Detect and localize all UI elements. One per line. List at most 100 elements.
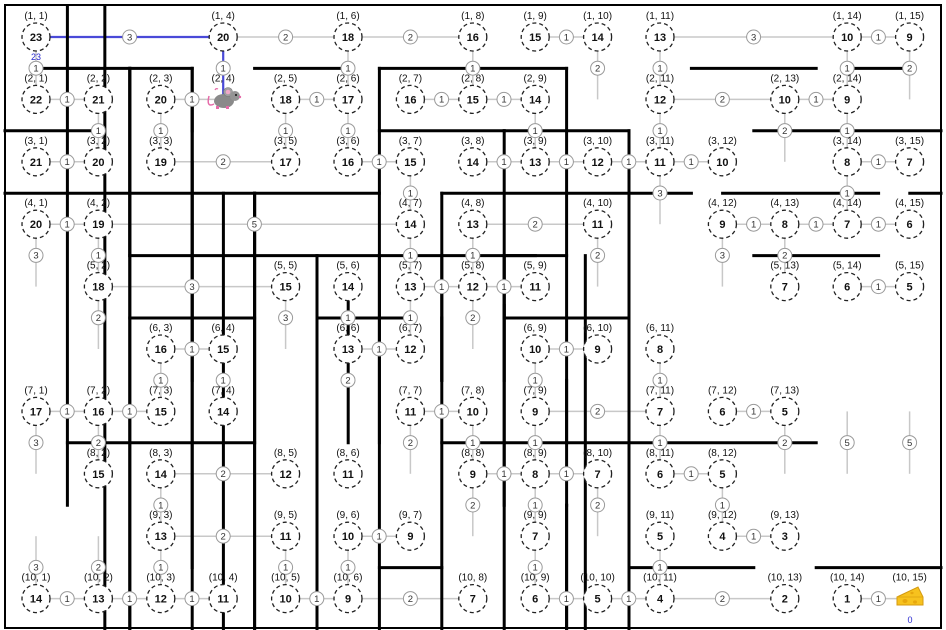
maze-cell[interactable]: (9, 11) 5 [645, 510, 675, 551]
maze-cell[interactable]: (2, 14) 9 [832, 73, 862, 115]
maze-cell[interactable]: (9, 9) 7 [520, 510, 550, 551]
maze-cell[interactable]: (5, 2) 18 [83, 261, 114, 302]
maze-cell[interactable]: (10, 14) 1 [830, 573, 864, 614]
maze-cell[interactable]: (10, 3) 12 [146, 573, 176, 614]
maze-cell[interactable]: (10, 6) 9 [333, 573, 363, 614]
maze-cell[interactable]: (4, 8) 13 [458, 198, 488, 239]
maze-cell[interactable]: (1, 9) 15 [520, 11, 550, 52]
maze-cell[interactable]: (2, 13) 10 [770, 73, 800, 115]
maze-cell[interactable]: (7, 1) 17 [21, 385, 51, 427]
maze-cell[interactable]: (5, 14) 6 [832, 261, 862, 302]
maze-cell[interactable]: (7, 7) 11 [395, 385, 426, 427]
maze-cell[interactable]: (7, 13) 5 [770, 385, 800, 427]
maze-cell[interactable]: (8, 6) 11 [333, 448, 363, 489]
maze-cell[interactable]: (10, 1) 14 [21, 573, 51, 614]
maze-cell[interactable]: (7, 12) 6 [707, 385, 738, 427]
maze-cell[interactable]: (10, 5) 10 [270, 573, 301, 614]
maze-cell[interactable]: (5, 6) 14 [333, 261, 363, 302]
maze-cell[interactable]: (7, 8) 10 [458, 385, 488, 427]
maze-cell[interactable]: (9, 5) 11 [270, 510, 301, 551]
maze-cell[interactable]: (8, 5) 12 [270, 448, 301, 489]
maze-cell[interactable]: (8, 12) 5 [707, 448, 738, 489]
maze-cell[interactable]: (6, 7) 12 [395, 323, 426, 364]
maze-cell[interactable]: (4, 14) 7 [832, 198, 862, 239]
maze-cell[interactable]: (8, 8) 9 [458, 448, 488, 489]
maze-cell[interactable]: (2, 4) [212, 73, 235, 84]
maze-cell[interactable]: (1, 15) 9 [894, 11, 925, 52]
maze-cell[interactable]: (1, 8) 16 [458, 11, 488, 52]
maze-cell[interactable]: (3, 9) 13 [520, 136, 550, 177]
maze-cell[interactable]: (5, 15) 5 [894, 261, 925, 302]
maze-cell[interactable]: (2, 3) 20 [146, 73, 176, 115]
maze-cell[interactable]: (3, 10) 12 [582, 136, 613, 177]
maze-cell[interactable]: (3, 15) 7 [894, 136, 925, 177]
maze-cell[interactable]: (2, 2) 21 [83, 73, 114, 115]
maze-cell[interactable]: (9, 3) 13 [146, 510, 176, 551]
maze-cell[interactable]: (1, 6) 18 [333, 11, 363, 52]
maze-cell[interactable]: (3, 3) 19 [146, 136, 176, 177]
maze-cell[interactable]: (3, 11) 11 [645, 136, 675, 177]
maze-cell[interactable]: (6, 6) 13 [333, 323, 363, 364]
maze-cell[interactable]: (4, 1) 20 [21, 198, 51, 239]
maze-cell[interactable]: (2, 5) 18 [270, 73, 301, 115]
maze-cell[interactable]: (10, 8) 7 [458, 573, 488, 614]
maze-cell[interactable]: (1, 14) 10 [832, 11, 862, 52]
maze-cell[interactable]: (7, 9) 9 [520, 385, 550, 427]
maze-cell[interactable]: (10, 9) 6 [520, 573, 550, 614]
maze-cell[interactable]: (9, 7) 9 [395, 510, 426, 551]
maze-cell[interactable]: (2, 1) 22 [21, 73, 51, 115]
maze-cell[interactable]: (3, 1) 21 [21, 136, 51, 177]
maze-cell[interactable]: (6, 10) 9 [582, 323, 613, 364]
maze-cell[interactable]: (7, 3) 15 [146, 385, 176, 427]
maze-cell[interactable]: (2, 8) 15 [458, 73, 488, 115]
maze-cell[interactable]: (7, 11) 7 [645, 385, 675, 427]
maze-cell[interactable]: (3, 8) 14 [458, 136, 488, 177]
edge-weight-badge [652, 372, 668, 388]
maze-cell[interactable]: (3, 6) 16 [333, 136, 363, 177]
maze-cell[interactable]: (3, 5) 17 [270, 136, 301, 177]
maze-cell[interactable]: (1, 1) 23 [21, 11, 51, 52]
maze-cell[interactable]: (2, 7) 16 [395, 73, 426, 115]
maze-cell[interactable]: (6, 9) 10 [520, 323, 550, 364]
maze-cell[interactable]: (5, 5) 15 [270, 261, 301, 302]
maze-cell[interactable]: (4, 10) 11 [582, 198, 613, 239]
maze-cell[interactable]: (1, 4) 20 [208, 11, 238, 52]
maze-cell[interactable]: (1, 11) 13 [645, 11, 675, 52]
maze-cell[interactable]: (1, 10) 14 [582, 11, 613, 52]
maze-cell[interactable]: (6, 3) 16 [146, 323, 176, 364]
maze-cell[interactable]: (3, 7) 15 [395, 136, 426, 177]
maze-cell[interactable]: (3, 12) 10 [707, 136, 738, 177]
maze-cell[interactable]: (8, 10) 7 [582, 448, 613, 489]
maze-cell[interactable]: (10, 13) 2 [768, 573, 802, 614]
maze-cell[interactable]: (7, 2) 16 [83, 385, 114, 427]
maze-cell[interactable]: (5, 13) 7 [770, 261, 800, 302]
maze-cell[interactable]: (9, 6) 10 [333, 510, 363, 551]
maze-cell[interactable]: (3, 2) 20 [83, 136, 114, 177]
maze-cell[interactable]: (8, 3) 14 [146, 448, 176, 489]
maze-cell[interactable]: (2, 9) 14 [520, 73, 550, 115]
maze-cell[interactable]: (4, 7) 14 [395, 198, 426, 239]
maze-cell[interactable]: (2, 6) 17 [333, 73, 363, 115]
maze-cell[interactable]: (4, 2) 19 [83, 198, 114, 239]
maze-cell[interactable]: (4, 15) 6 [894, 198, 925, 239]
maze-cell[interactable]: (10, 10) 5 [580, 573, 615, 614]
maze-cell[interactable]: (8, 2) 15 [83, 448, 114, 489]
maze-cell[interactable]: (2, 11) 12 [645, 73, 675, 115]
maze-cell[interactable]: (9, 12) 4 [707, 510, 738, 551]
maze-cell[interactable]: (6, 4) 15 [208, 323, 238, 364]
maze-cell[interactable]: (10, 2) 13 [83, 573, 114, 614]
maze-cell[interactable]: (3, 14) 8 [832, 136, 862, 177]
maze-cell[interactable]: (10, 15) [892, 573, 926, 584]
maze-cell[interactable]: (10, 4) 11 [208, 573, 238, 614]
maze-cell[interactable]: (9, 13) 3 [770, 510, 800, 551]
maze-cell[interactable]: (8, 11) 6 [645, 448, 675, 489]
maze-cell[interactable]: (5, 9) 11 [520, 261, 550, 302]
maze-cell[interactable]: (10, 11) 4 [643, 573, 677, 614]
maze-cell[interactable]: (5, 7) 13 [395, 261, 426, 302]
maze-cell[interactable]: (5, 8) 12 [458, 261, 488, 302]
maze-cell[interactable]: (7, 4) 14 [208, 385, 238, 427]
maze-cell[interactable]: (8, 9) 8 [520, 448, 550, 489]
maze-cell[interactable]: (4, 12) 9 [707, 198, 738, 239]
maze-cell[interactable]: (4, 13) 8 [770, 198, 800, 239]
maze-cell[interactable]: (6, 11) 8 [645, 323, 675, 364]
